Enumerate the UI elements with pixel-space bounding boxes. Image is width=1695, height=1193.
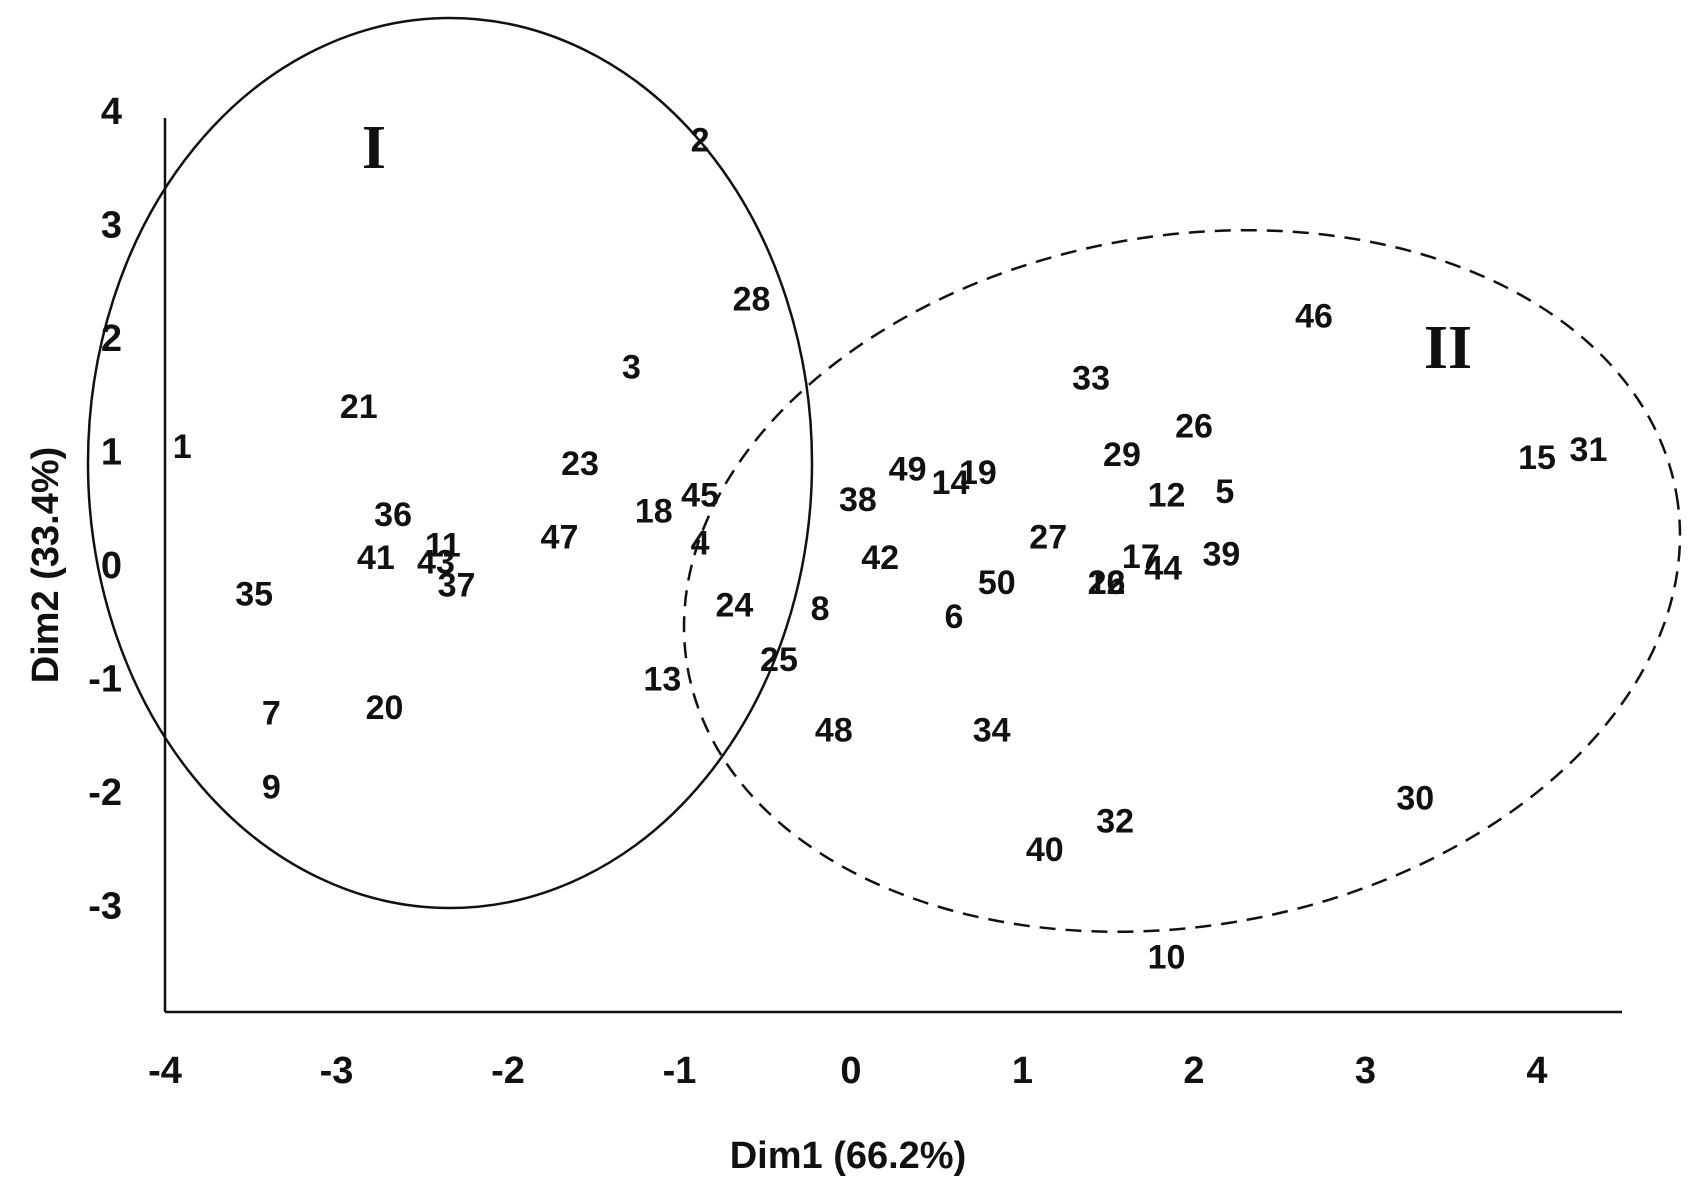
point-label: 24	[715, 587, 753, 625]
x-tick-label: 1	[1012, 1050, 1033, 1092]
point-label: 10	[1148, 939, 1186, 977]
point-label: 18	[635, 493, 673, 531]
x-tick-label: 4	[1526, 1050, 1547, 1092]
point-label: 35	[235, 575, 273, 613]
group-labels: III	[362, 114, 1472, 382]
point-label: 1	[173, 428, 192, 466]
point-label: 9	[262, 768, 281, 806]
point-label: 34	[973, 712, 1011, 750]
y-tick-label: 3	[101, 205, 122, 247]
x-tick-label: -1	[663, 1050, 697, 1092]
x-tick-label: 2	[1183, 1050, 1204, 1092]
point-label: 38	[839, 481, 877, 519]
point-label: 4	[691, 524, 710, 562]
y-tick-label: 2	[101, 318, 122, 360]
point-label: 25	[760, 641, 798, 679]
point-label: 14	[932, 464, 970, 502]
point-label: 21	[340, 388, 378, 426]
point-label: 11	[425, 527, 461, 565]
y-tick-label: 0	[101, 545, 122, 587]
x-tick-label: -2	[491, 1050, 525, 1092]
y-tick-label: -2	[88, 772, 122, 814]
point-label: 33	[1072, 360, 1110, 398]
point-label: 20	[366, 689, 404, 727]
x-tick-label: -3	[320, 1050, 354, 1092]
y-tick-label: -3	[88, 886, 122, 928]
point-label: 50	[978, 564, 1016, 602]
x-tick-labels: -4 -3 -2 -1 0 1 2 3 4	[148, 1050, 1547, 1092]
point-label: 22	[1088, 564, 1126, 602]
point-label: 29	[1103, 436, 1141, 474]
point-label: 2	[691, 121, 710, 159]
x-tick-label: 0	[840, 1050, 861, 1092]
point-label: 37	[438, 566, 476, 604]
y-tick-label: 4	[101, 91, 122, 133]
x-axis-title: Dim1 (66.2%)	[730, 1135, 967, 1177]
point-label: 12	[1148, 477, 1186, 515]
point-label: 26	[1175, 407, 1213, 445]
y-tick-label: 1	[101, 432, 122, 474]
group-label: I	[362, 114, 386, 182]
point-label: 13	[643, 661, 681, 699]
point-label: 27	[1029, 519, 1067, 557]
point-label: 7	[262, 695, 281, 733]
point-label: 36	[374, 496, 412, 534]
point-label: 3	[622, 348, 641, 386]
point-label: 8	[811, 590, 830, 628]
y-tick-label: -1	[88, 659, 122, 701]
axes	[163, 118, 1622, 1014]
point-label: 16	[1088, 564, 1126, 602]
y-tick-labels: 4 3 2 1 0 -1 -2 -3	[88, 91, 122, 928]
point-label: 5	[1215, 473, 1234, 511]
cluster-i-ellipse	[86, 16, 814, 910]
point-label: 19	[959, 454, 997, 492]
point-label: 46	[1295, 297, 1333, 335]
cluster-ellipses	[86, 16, 1682, 934]
point-label: 42	[861, 539, 899, 577]
point-label: 39	[1203, 536, 1241, 574]
point-label: 43	[417, 544, 455, 582]
x-tick-label: 3	[1355, 1050, 1376, 1092]
x-tick-label: -4	[148, 1050, 182, 1092]
point-label: 45	[681, 477, 719, 515]
point-label: 17	[1122, 538, 1160, 576]
point-label: 15	[1518, 439, 1556, 477]
point-labels: 1234567891011121314151617181920212223242…	[173, 121, 1608, 976]
point-label: 47	[541, 519, 579, 557]
point-label: 40	[1026, 831, 1064, 869]
point-label: 28	[733, 280, 771, 318]
y-axis-title: Dim2 (33.4%)	[25, 447, 67, 684]
point-label: 32	[1096, 802, 1134, 840]
point-label: 30	[1396, 780, 1434, 818]
point-label: 41	[357, 539, 395, 577]
point-label: 49	[889, 451, 927, 489]
point-label: 6	[944, 598, 963, 636]
cluster-ii-ellipse	[682, 228, 1682, 934]
point-label: 44	[1144, 549, 1182, 587]
point-label: 48	[815, 712, 853, 750]
point-label: 31	[1570, 431, 1608, 469]
group-label: II	[1424, 314, 1472, 382]
point-label: 23	[561, 445, 599, 483]
